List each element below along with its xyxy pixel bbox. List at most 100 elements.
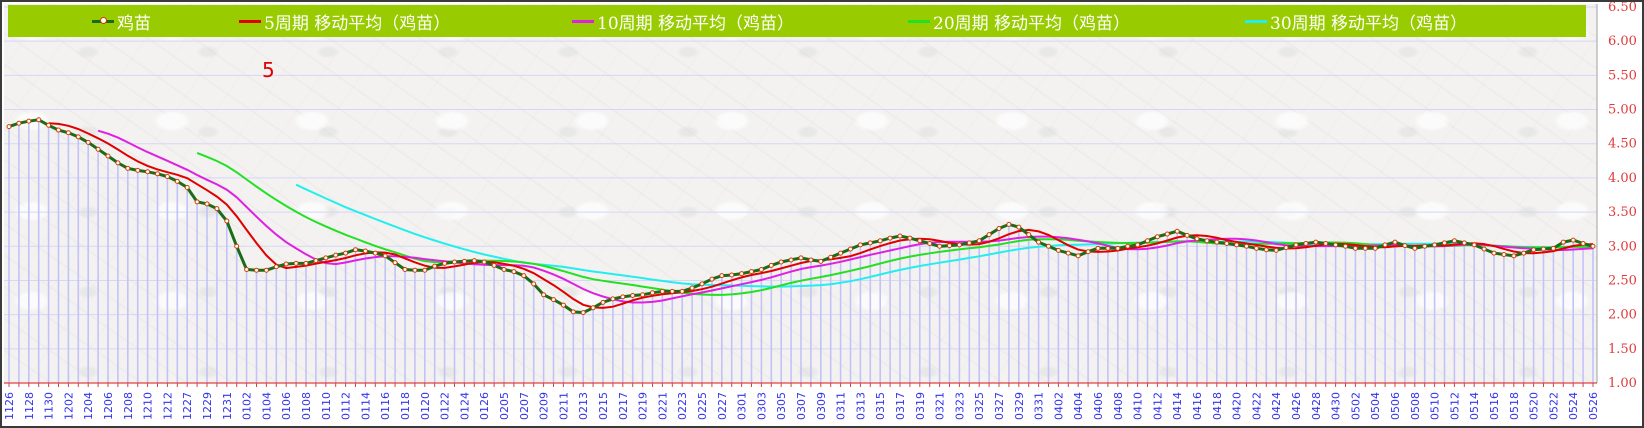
data-point	[194, 199, 200, 205]
x-tick-label: 0502	[1349, 392, 1362, 420]
x-tick-label: 0329	[1013, 392, 1026, 420]
data-point	[1580, 241, 1586, 247]
data-point	[669, 288, 675, 294]
data-point	[778, 259, 784, 265]
legend-item-ma30: 30周期 移动平均（鸡苗）	[1245, 5, 1467, 37]
x-tick-label: 1231	[221, 392, 234, 420]
data-point	[333, 252, 339, 258]
data-point	[640, 292, 646, 298]
x-tick-label: 0402	[1052, 392, 1065, 420]
data-point	[1224, 241, 1230, 247]
x-tick-label: 0311	[835, 392, 848, 420]
data-point	[491, 262, 497, 268]
data-point	[1105, 245, 1111, 251]
x-tick-label: 0406	[1092, 392, 1105, 420]
data-point	[95, 146, 101, 152]
data-point	[26, 118, 32, 124]
x-tick-label: 0420	[1231, 392, 1244, 420]
x-tick-label: 0120	[419, 392, 432, 420]
data-point	[303, 260, 309, 266]
x-tick-label: 0428	[1310, 392, 1323, 420]
data-point	[1263, 247, 1269, 253]
x-tick-label: 1128	[23, 392, 36, 420]
data-point	[650, 290, 655, 296]
y-tick-label: 4.00	[1608, 171, 1637, 186]
x-tick-label: 0211	[557, 392, 570, 420]
data-point	[1065, 250, 1071, 256]
x-tick-label: 0430	[1330, 392, 1343, 420]
x-tick-label: 0323	[953, 392, 966, 420]
data-point	[362, 248, 368, 254]
data-point	[65, 130, 71, 136]
data-point	[1253, 245, 1259, 251]
x-tick-label: 0422	[1250, 392, 1263, 420]
y-tick-label: 6.50	[1608, 0, 1637, 15]
x-tick-label: 1212	[161, 392, 174, 420]
x-tick-label: 0126	[478, 392, 491, 420]
data-point	[1036, 239, 1042, 245]
data-point	[481, 259, 487, 265]
data-point	[679, 288, 685, 294]
x-tick-label: 1130	[43, 392, 56, 420]
data-point	[1293, 242, 1299, 248]
data-point	[1333, 242, 1339, 248]
legend-label: 20周期 移动平均（鸡苗）	[933, 13, 1131, 34]
data-point	[471, 258, 477, 264]
data-point	[1095, 245, 1101, 251]
data-point	[620, 294, 626, 300]
data-point	[313, 258, 319, 264]
data-point	[1115, 245, 1121, 251]
data-point	[907, 235, 913, 241]
data-point	[155, 171, 160, 177]
data-point	[1590, 243, 1596, 249]
data-point	[768, 262, 774, 268]
x-tick-label: 0217	[617, 392, 630, 420]
x-tick-label: 0315	[874, 392, 887, 420]
data-point	[659, 288, 665, 294]
data-point	[1055, 247, 1061, 253]
x-tick-label: 0221	[656, 392, 669, 420]
data-point	[442, 260, 448, 266]
data-point	[976, 238, 982, 244]
data-point	[1560, 239, 1566, 245]
data-point	[402, 267, 408, 273]
data-point	[739, 271, 745, 277]
data-point	[1075, 253, 1081, 259]
x-tick-label: 0526	[1587, 392, 1600, 420]
x-tick-label: 1227	[181, 392, 194, 420]
data-point	[1392, 239, 1398, 245]
data-point	[749, 269, 754, 275]
x-tick-label: 0516	[1488, 392, 1501, 420]
x-tick-label: 0410	[1132, 392, 1145, 420]
data-point	[105, 153, 111, 159]
data-point	[36, 117, 42, 123]
data-point	[1550, 245, 1556, 251]
y-tick-label: 2.50	[1608, 273, 1637, 288]
x-tick-label: 0514	[1468, 392, 1481, 420]
data-point	[947, 243, 952, 249]
data-point	[184, 184, 190, 190]
data-point	[204, 201, 210, 207]
data-point	[541, 292, 547, 298]
legend-item-ma20: 20周期 移动平均（鸡苗）	[908, 5, 1130, 37]
data-point	[927, 241, 933, 247]
x-tick-label: 0510	[1429, 392, 1442, 420]
plot-area-background	[4, 4, 1597, 383]
x-tick-label: 0424	[1270, 392, 1283, 420]
data-point	[1382, 242, 1388, 248]
x-tick-label: 0512	[1448, 392, 1461, 420]
x-tick-label: 1204	[82, 392, 95, 420]
data-point	[1244, 243, 1249, 249]
data-point	[1273, 247, 1279, 253]
data-point	[838, 250, 844, 256]
data-point	[392, 260, 398, 266]
data-point	[1313, 239, 1319, 245]
legend-item-ma10: 10周期 移动平均（鸡苗）	[572, 5, 794, 37]
x-tick-label: 1229	[201, 392, 214, 420]
x-tick-label: 0327	[993, 392, 1006, 420]
chart-annotation: 5	[262, 58, 275, 82]
data-point	[224, 218, 230, 224]
data-point	[600, 299, 606, 305]
data-point	[283, 261, 289, 267]
